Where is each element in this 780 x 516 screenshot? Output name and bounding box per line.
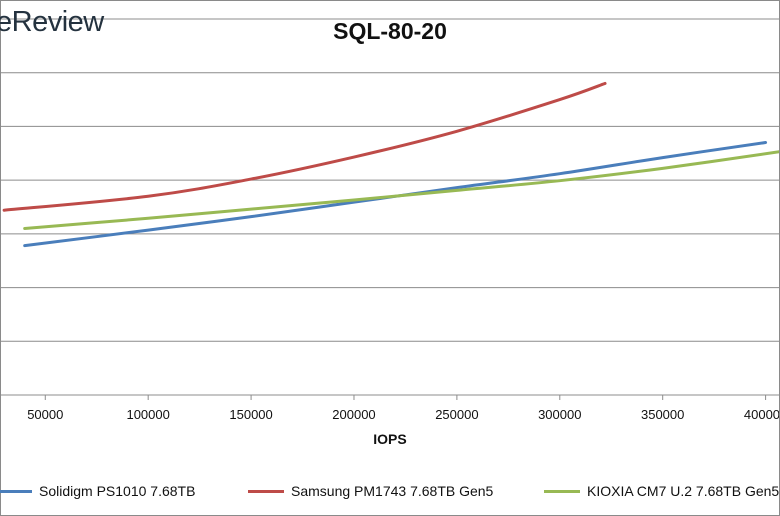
chart-title: SQL-80-20: [333, 18, 447, 44]
x-tick-label: 150000: [229, 407, 272, 422]
x-axis-ticks: 50000 100000 150000 200000 250000 300000 35000…: [27, 395, 780, 422]
x-tick-label: 400000: [744, 407, 780, 422]
legend-label-samsung: Samsung PM1743 7.68TB Gen5: [291, 483, 494, 499]
legend-item-solidigm: Solidigm PS1010 7.68TB: [0, 479, 195, 503]
plot-series: [2, 81, 780, 248]
x-tick-label: 300000: [538, 407, 581, 422]
legend-swatch-solidigm: [0, 489, 32, 493]
watermark-logo-text: eReview: [0, 6, 104, 38]
legend-item-samsung: Samsung PM1743 7.68TB Gen5: [248, 479, 493, 503]
legend-swatch-samsung: [248, 489, 284, 493]
x-tick-label: 100000: [126, 407, 169, 422]
legend-item-kioxia: KIOXIA CM7 U.2 7.68TB Gen5: [544, 479, 779, 503]
series-line-samsung: [2, 81, 607, 212]
x-tick-label: 250000: [435, 407, 478, 422]
legend-swatch-kioxia: [544, 489, 580, 493]
legend-label-kioxia: KIOXIA CM7 U.2 7.68TB Gen5: [587, 483, 780, 499]
x-axis-title: IOPS: [373, 431, 407, 447]
gridlines: [0, 18, 780, 396]
x-tick-label: 50000: [27, 407, 63, 422]
legend-label-solidigm: Solidigm PS1010 7.68TB: [39, 483, 196, 499]
legend: Solidigm PS1010 7.68TB Samsung PM1743 7.…: [0, 479, 780, 503]
series-line-solidigm: [23, 141, 768, 248]
series-line-kioxia: [23, 150, 780, 230]
x-tick-label: 200000: [332, 407, 375, 422]
x-tick-label: 350000: [641, 407, 684, 422]
